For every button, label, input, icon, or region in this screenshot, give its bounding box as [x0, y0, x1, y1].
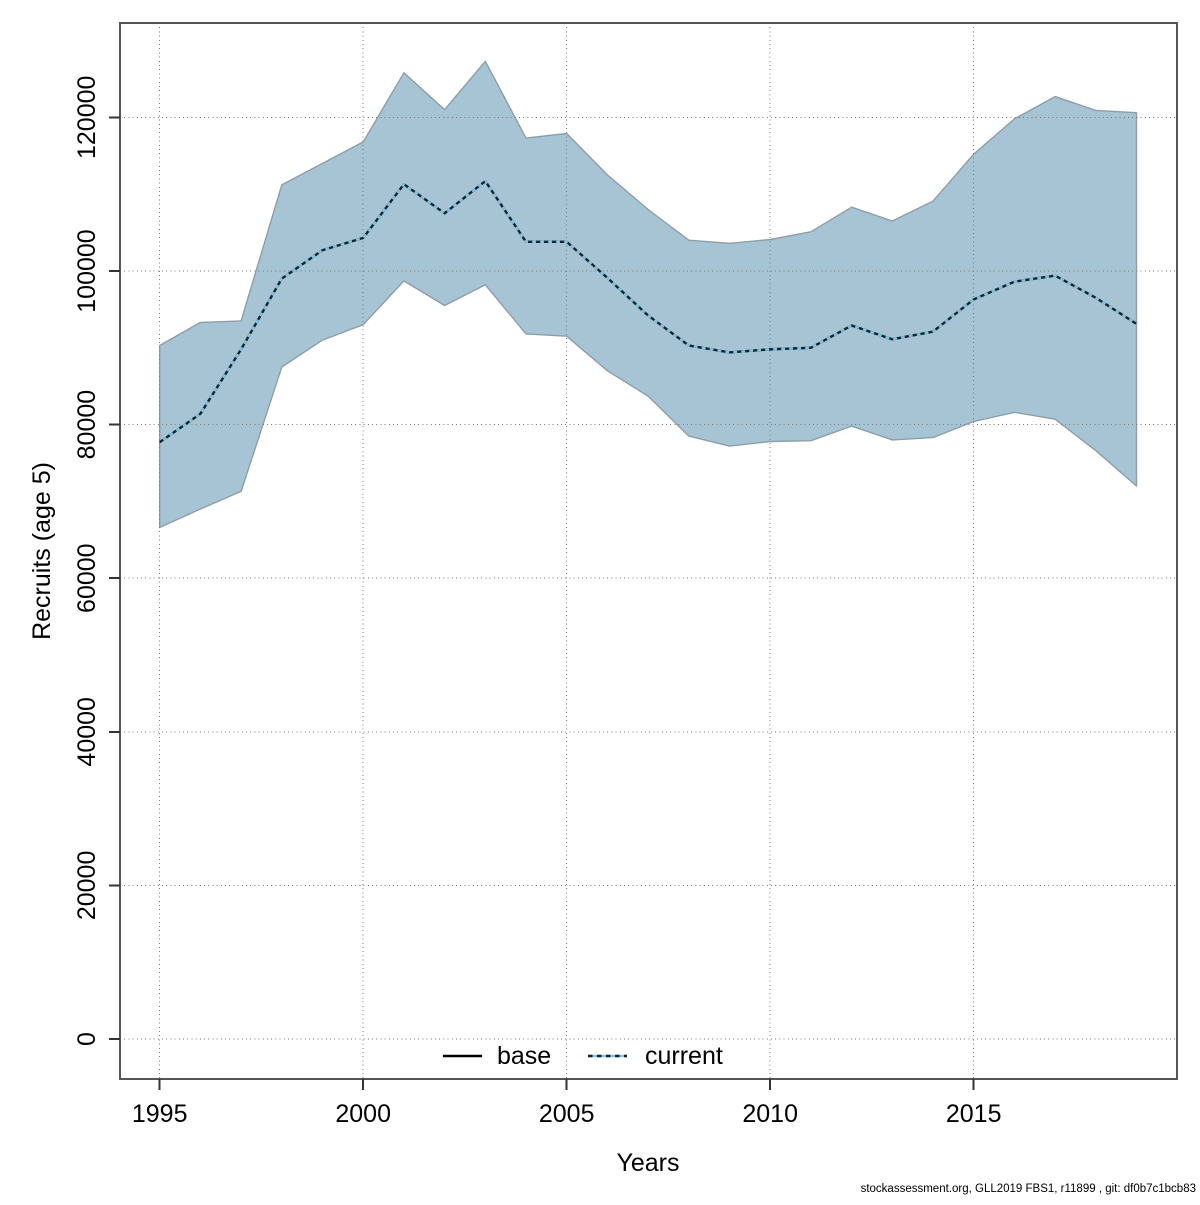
current-line-dots: [159, 179, 1138, 444]
x-tick-label: 2000: [335, 1100, 391, 1128]
y-tick-label: 0: [73, 1032, 101, 1046]
y-tick-label: 120000: [73, 76, 101, 159]
series-layer: [159, 179, 1138, 444]
y-tick-label: 80000: [73, 390, 101, 460]
confidence-band: [158, 60, 1138, 529]
x-tick-label: 2015: [946, 1100, 1002, 1128]
caption: stockassessment.org, GLL2019 FBS1, r1189…: [861, 1183, 1196, 1195]
x-tick-label: 2010: [742, 1100, 798, 1128]
y-axis-title: Recruits (age 5): [28, 462, 56, 640]
legend: base current: [443, 1042, 723, 1070]
x-axis-title: Years: [616, 1149, 679, 1177]
plot-frame: [119, 22, 1178, 1080]
y-tick-label: 20000: [73, 851, 101, 921]
legend-base-label: base: [497, 1042, 551, 1070]
x-tick-label: 2005: [539, 1100, 595, 1128]
y-tick-label: 40000: [73, 697, 101, 767]
y-tick-label: 60000: [73, 543, 101, 613]
y-tick-label: 100000: [73, 229, 101, 312]
confidence-band-layer: [158, 60, 1138, 529]
axes-layer: 1995 2000 2005 2010 2015 0 20000 40000 60000 8000…: [73, 22, 1178, 1128]
legend-current-label: current: [645, 1042, 723, 1070]
x-tick-label: 1995: [132, 1100, 188, 1128]
